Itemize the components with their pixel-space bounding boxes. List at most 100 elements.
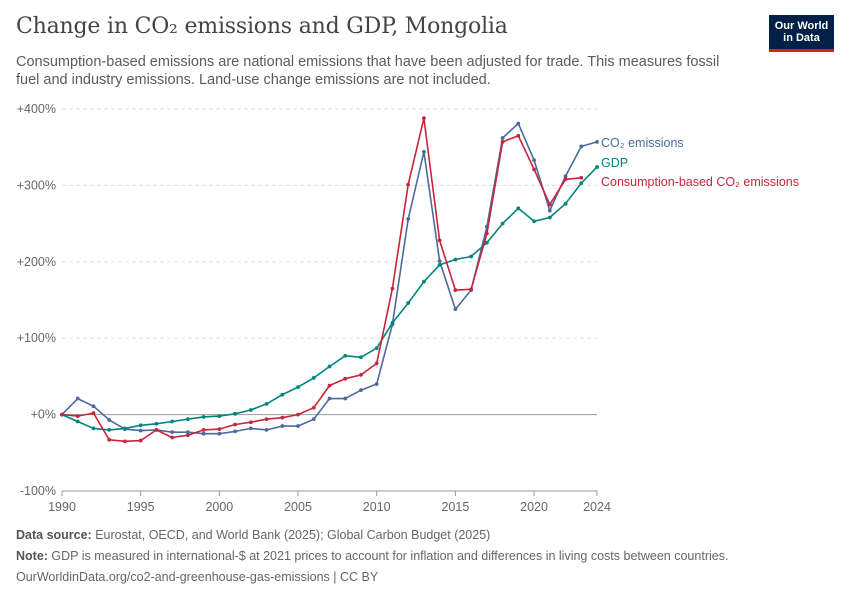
data-point xyxy=(422,149,426,154)
x-tick-label: 2015 xyxy=(441,500,469,514)
note-label: Note: xyxy=(16,549,48,563)
data-point xyxy=(547,208,552,213)
data-point xyxy=(264,417,269,422)
data-point xyxy=(579,175,584,180)
data-point xyxy=(264,402,269,406)
data-point xyxy=(453,288,458,292)
data-point xyxy=(170,435,175,440)
data-point xyxy=(233,411,237,416)
data-point xyxy=(406,217,411,221)
y-tick-label: +400% xyxy=(17,102,56,116)
data-point xyxy=(516,206,521,211)
y-tick-label: +200% xyxy=(17,255,56,269)
data-point xyxy=(343,396,348,401)
data-point xyxy=(248,420,253,425)
data-point xyxy=(469,254,474,259)
data-point xyxy=(138,423,143,428)
data-point xyxy=(500,221,505,226)
data-point xyxy=(154,427,159,432)
data-point xyxy=(123,439,127,444)
data-point xyxy=(248,408,253,412)
data-point xyxy=(217,414,222,419)
data-point xyxy=(422,116,426,121)
data-point xyxy=(91,404,96,409)
data-point xyxy=(248,426,253,431)
data-point xyxy=(547,215,552,220)
note-text: GDP is measured in international-$ at 20… xyxy=(47,549,729,563)
data-point xyxy=(579,181,584,186)
data-point xyxy=(437,259,442,263)
data-point xyxy=(406,182,411,187)
series-line xyxy=(61,166,598,431)
data-point xyxy=(563,201,568,206)
data-point xyxy=(453,307,458,312)
x-tick-label: 1995 xyxy=(127,500,155,514)
data-point xyxy=(437,262,442,267)
data-point xyxy=(374,346,379,351)
data-point xyxy=(75,419,80,424)
footer-source: Data source: Eurostat, OECD, and World B… xyxy=(16,528,490,542)
data-point xyxy=(107,427,112,432)
y-tick-label: +0% xyxy=(31,408,56,422)
data-point xyxy=(532,158,536,163)
chart-subtitle: Consumption-based emissions are national… xyxy=(16,54,720,88)
data-point xyxy=(563,174,568,179)
data-point xyxy=(280,415,285,420)
data-point xyxy=(233,429,237,434)
data-point xyxy=(343,353,348,358)
data-point xyxy=(311,417,316,422)
data-point xyxy=(516,121,521,126)
data-point xyxy=(359,388,363,393)
data-point xyxy=(327,364,332,369)
series-label: Consumption-based CO₂ emissions xyxy=(601,175,799,189)
data-point xyxy=(374,361,379,366)
data-point xyxy=(311,376,316,380)
logo-line-1: Our World xyxy=(774,20,829,32)
data-point xyxy=(563,177,568,182)
source-text: Eurostat, OECD, and World Bank (2025); G… xyxy=(91,528,491,542)
data-point xyxy=(359,372,363,377)
data-point xyxy=(138,428,143,433)
data-point xyxy=(107,418,112,422)
logo-line-2: in Data xyxy=(783,32,820,44)
x-tick-label: 2005 xyxy=(284,500,312,514)
data-point xyxy=(453,257,458,262)
data-point xyxy=(469,287,474,292)
data-point xyxy=(484,240,489,245)
x-tick-label: 1990 xyxy=(48,500,76,514)
data-point xyxy=(500,139,505,144)
y-tick-label: +100% xyxy=(17,331,56,345)
data-point xyxy=(185,430,190,435)
data-point xyxy=(359,355,363,360)
data-point xyxy=(217,427,222,432)
data-point xyxy=(595,139,599,144)
data-point xyxy=(516,133,521,138)
data-point xyxy=(296,412,300,417)
data-point xyxy=(170,419,175,424)
owid-logo[interactable]: Our World in Data xyxy=(769,15,834,52)
data-point xyxy=(437,238,442,243)
series-line xyxy=(61,117,582,443)
data-point xyxy=(296,385,300,389)
data-point xyxy=(154,421,159,426)
data-point xyxy=(390,286,395,291)
data-point xyxy=(75,396,80,401)
y-tick-label: -100% xyxy=(20,484,56,498)
footer-url[interactable]: OurWorldinData.org/co2-and-greenhouse-ga… xyxy=(16,570,379,584)
data-point xyxy=(170,430,175,435)
data-point xyxy=(374,382,379,386)
data-point xyxy=(264,427,269,432)
data-point xyxy=(280,392,285,397)
data-point xyxy=(343,376,348,381)
data-point xyxy=(532,167,536,172)
data-point xyxy=(138,438,143,443)
data-point xyxy=(547,202,552,207)
series-label: CO₂ emissions xyxy=(601,136,684,150)
data-point xyxy=(107,437,112,442)
x-tick-label: 2024 xyxy=(583,500,611,514)
x-tick-label: 2000 xyxy=(205,500,233,514)
data-point xyxy=(296,424,300,428)
data-point xyxy=(201,414,206,419)
data-point xyxy=(75,414,80,419)
